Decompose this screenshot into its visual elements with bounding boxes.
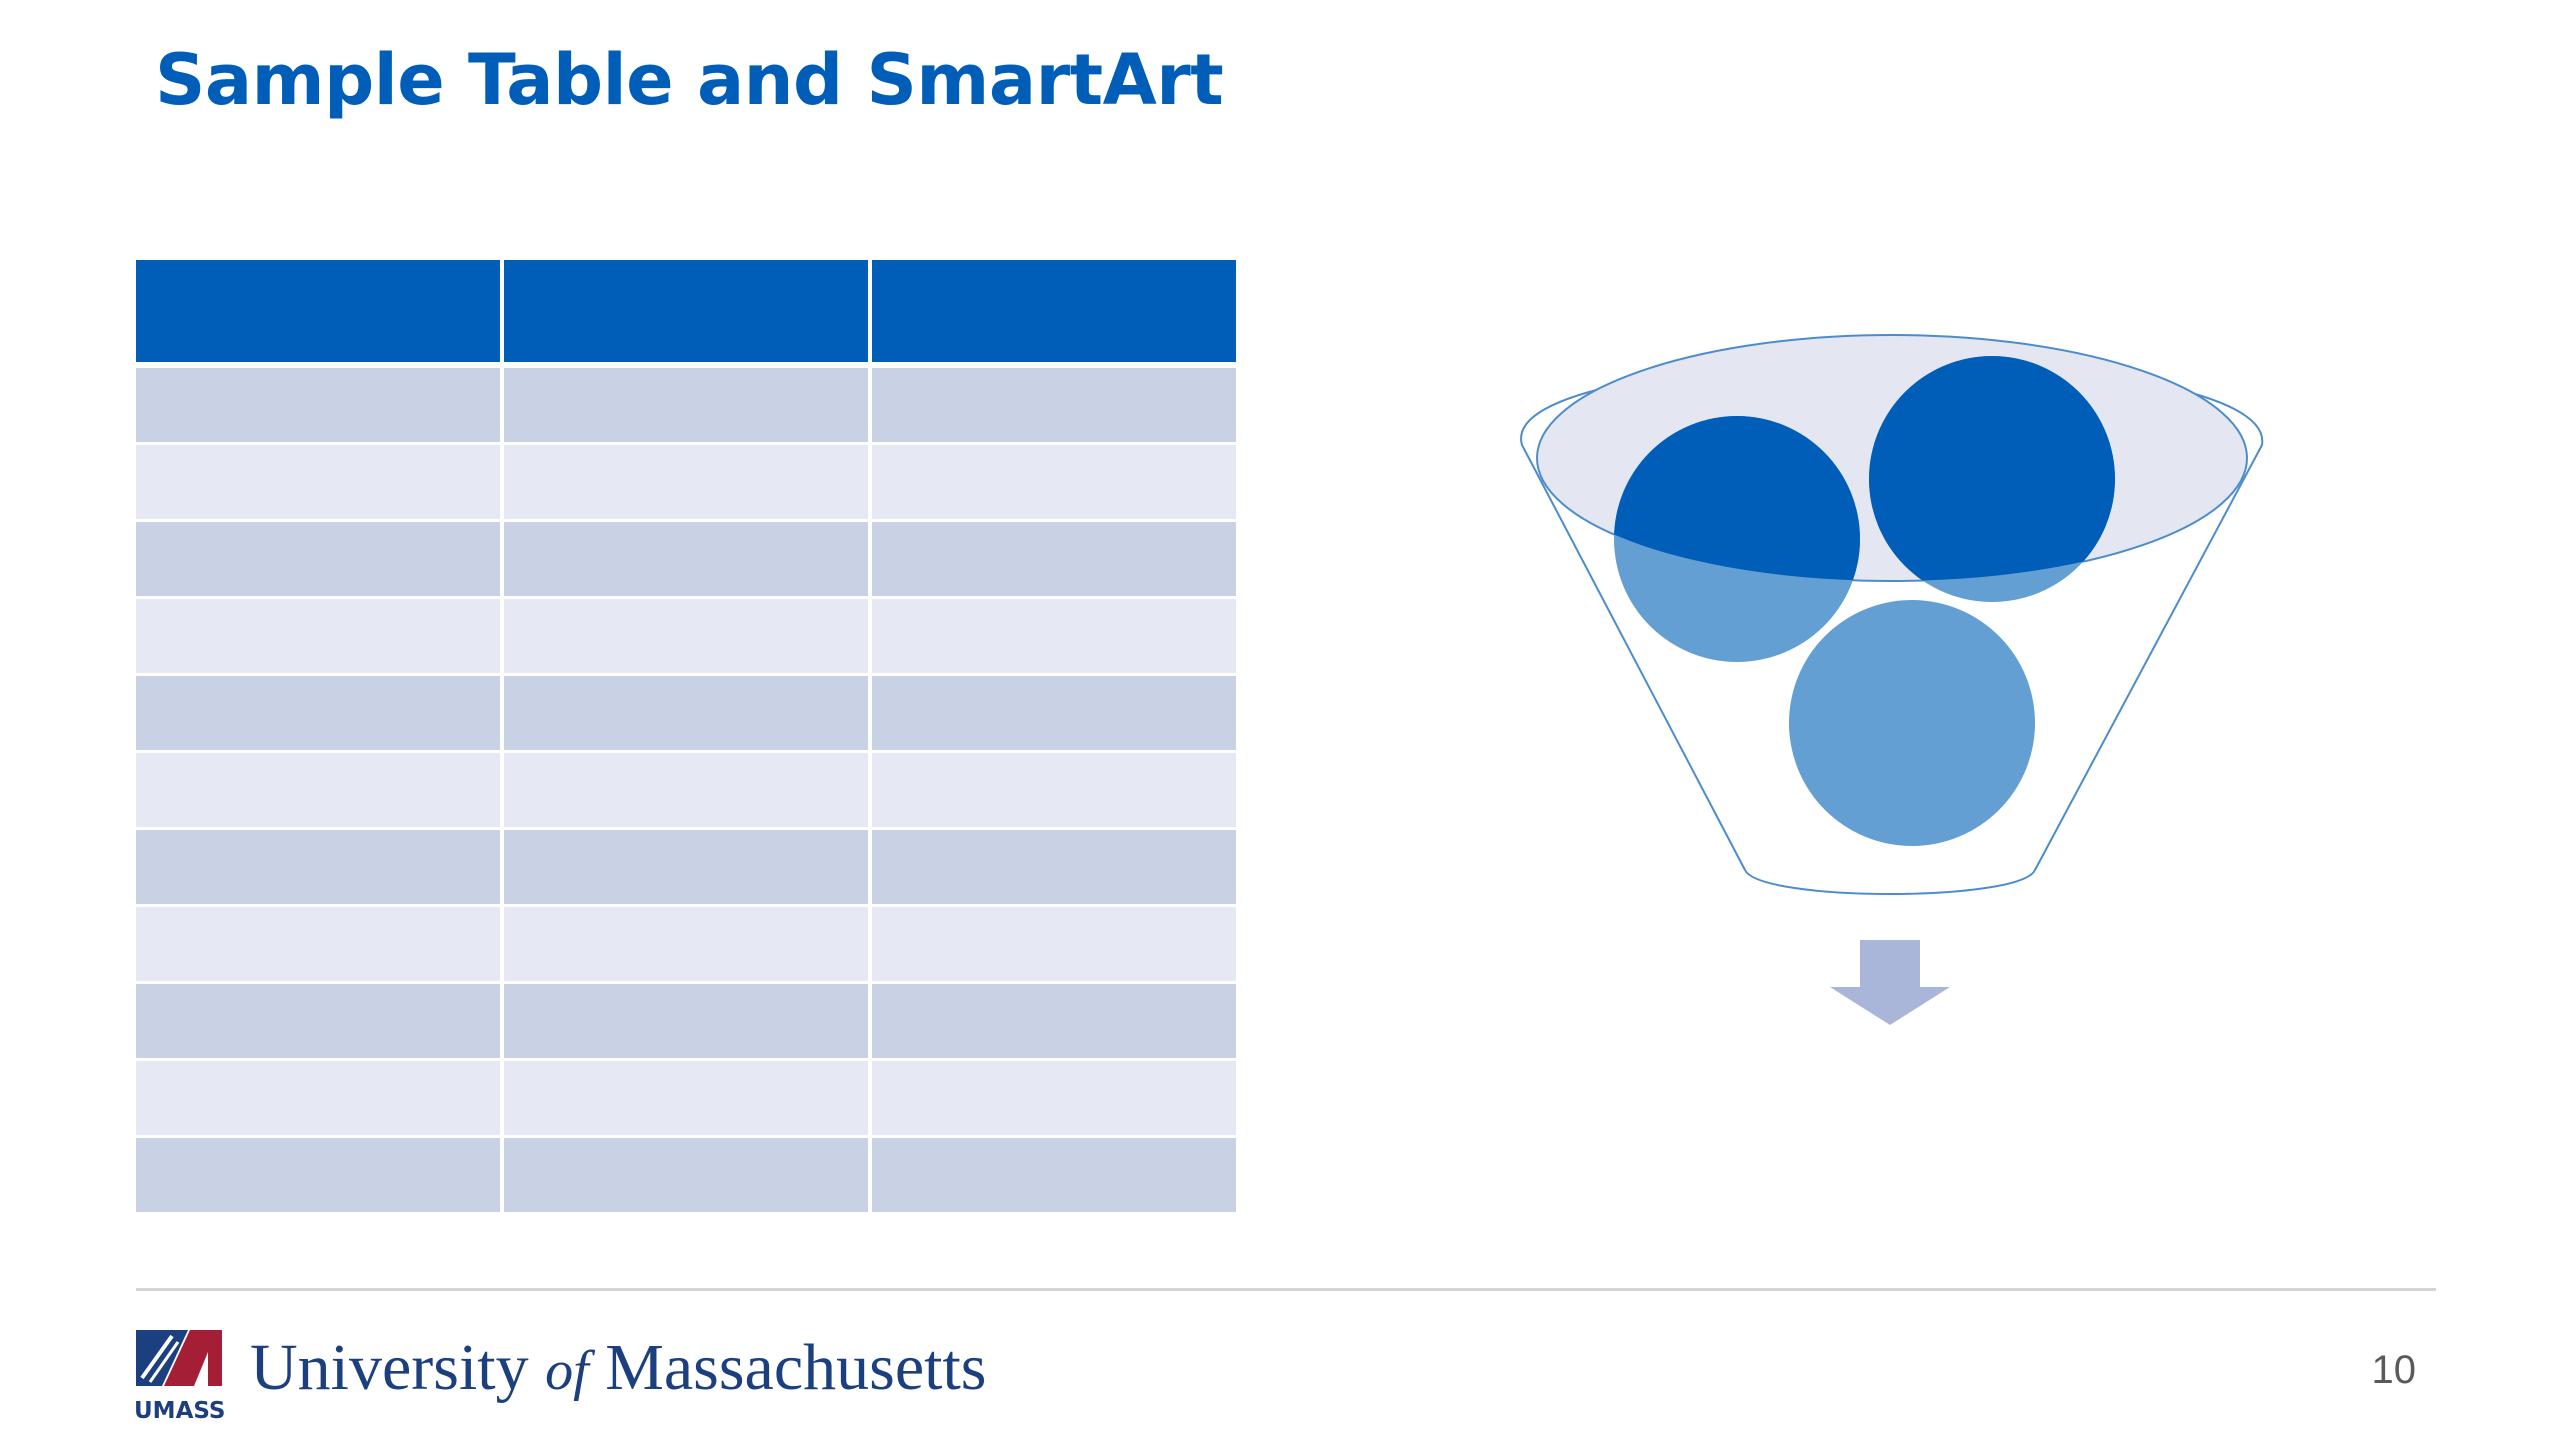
table-cell xyxy=(872,830,1236,907)
table-cell xyxy=(136,445,500,522)
table-cell xyxy=(136,599,500,676)
table-cell xyxy=(872,522,1236,599)
table-cell xyxy=(504,984,868,1061)
university-name-prefix: University xyxy=(250,1331,546,1404)
table-header-cell xyxy=(504,260,868,368)
table-cell xyxy=(504,599,868,676)
funnel-smartart xyxy=(1520,334,2264,1025)
table-cell xyxy=(504,522,868,599)
table-cell xyxy=(136,1138,500,1215)
svg-text:UMASS: UMASS xyxy=(134,1398,225,1422)
table-cell xyxy=(136,830,500,907)
table-cell xyxy=(872,599,1236,676)
slide-title: Sample Table and SmartArt xyxy=(155,39,1224,121)
table-cell xyxy=(872,445,1236,522)
table-cell xyxy=(504,1138,868,1215)
table-cell xyxy=(504,445,868,522)
table-cell xyxy=(872,676,1236,753)
table-cell xyxy=(872,1138,1236,1215)
table-cell xyxy=(872,368,1236,445)
table-cell xyxy=(872,907,1236,984)
table-cell xyxy=(504,676,868,753)
down-arrow-icon xyxy=(1830,940,1950,1025)
table-cell xyxy=(504,907,868,984)
page-number: 10 xyxy=(2371,1348,2417,1392)
table-cell xyxy=(136,1061,500,1138)
table-cell xyxy=(504,368,868,445)
table-cell xyxy=(504,1061,868,1138)
footer-divider xyxy=(136,1288,2436,1291)
funnel-circle-3 xyxy=(1789,600,2035,846)
umass-logo-icon: UMASS xyxy=(134,1330,225,1422)
university-name-of: of xyxy=(545,1340,589,1402)
table-cell xyxy=(504,830,868,907)
table-cell xyxy=(872,1061,1236,1138)
university-name-suffix: Massachusetts xyxy=(588,1331,987,1404)
table-cell xyxy=(136,907,500,984)
table-cell xyxy=(136,368,500,445)
table-cell xyxy=(872,984,1236,1061)
table-cell xyxy=(136,984,500,1061)
table-cell xyxy=(136,753,500,830)
data-table xyxy=(136,260,1236,1215)
table-cell xyxy=(136,676,500,753)
table-header-cell xyxy=(872,260,1236,368)
table-cell xyxy=(504,753,868,830)
university-name: University of Massachusetts xyxy=(250,1330,986,1406)
table-cell xyxy=(136,522,500,599)
table-header-cell xyxy=(136,260,500,368)
table-cell xyxy=(872,753,1236,830)
